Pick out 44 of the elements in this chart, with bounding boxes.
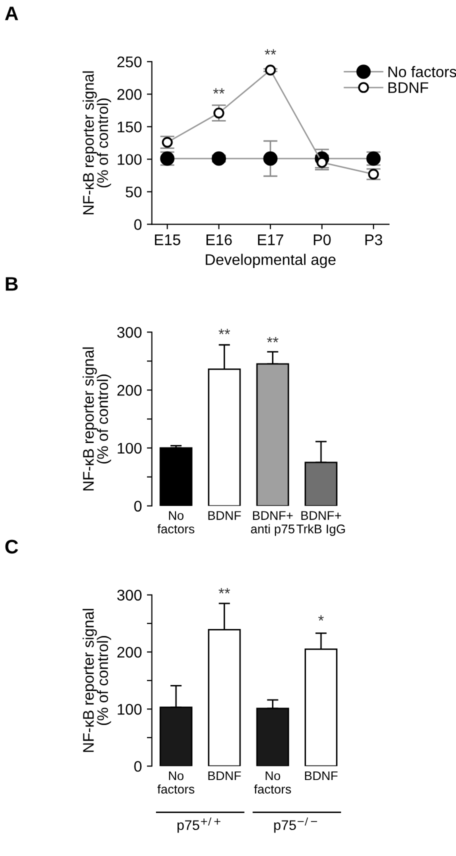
x-tick-label: No factors <box>254 771 291 794</box>
annotation: * <box>318 615 324 621</box>
y-axis-title: NF-κB reporter signal (% of control) <box>82 71 112 214</box>
chart-title: C <box>5 540 18 554</box>
legend-label: No factors <box>388 66 456 78</box>
y-tick-label: 200 <box>117 646 142 658</box>
y-tick-label: 300 <box>117 326 142 338</box>
y-tick-label: 250 <box>117 56 142 68</box>
x-tick-label: No factors <box>157 771 194 794</box>
y-tick-label: 100 <box>118 704 142 715</box>
y-tick-label: 100 <box>118 154 142 165</box>
x-tick-label: BDNF+ anti p75 <box>250 511 294 536</box>
y-tick-label: 0 <box>134 219 142 230</box>
x-tick-label: E17 <box>258 234 284 246</box>
x-tick-label: P0 <box>314 234 331 246</box>
x-tick-label: P3 <box>365 234 382 246</box>
x-tick-label: E16 <box>206 234 232 246</box>
x-axis-title: Developmental age <box>206 254 336 268</box>
y-tick-label: 50 <box>126 186 142 198</box>
x-tick-label: BDNF+ TrkB IgG <box>296 511 345 536</box>
x-tick-label: BDNF <box>305 771 338 780</box>
annotation: ** <box>218 328 230 334</box>
y-tick-label: 0 <box>134 760 142 772</box>
y-axis-title: NF-κB reporter signal (% of control) <box>82 347 112 490</box>
x-tick-label: E15 <box>154 234 180 246</box>
x-tick-label: No factors <box>157 511 194 534</box>
y-tick-label: 100 <box>118 442 142 454</box>
chart-title: A <box>5 6 18 20</box>
x-tick-label: BDNF <box>208 511 241 520</box>
text: p75$^{−/−}$ <box>274 817 318 833</box>
y-tick-label: 300 <box>117 590 142 601</box>
y-tick-label: 200 <box>117 384 142 396</box>
legend-label: BDNF <box>388 82 428 93</box>
y-tick-label: 0 <box>134 500 142 512</box>
annotation: ** <box>264 49 276 55</box>
text: p75$^{+/+}$ <box>178 817 220 833</box>
chart-title: B <box>6 277 18 291</box>
annotation: ** <box>213 88 225 94</box>
y-tick-label: 150 <box>118 122 142 132</box>
annotation: ** <box>218 588 230 594</box>
y-tick-label: 200 <box>117 89 142 100</box>
y-axis-title: NF-κB reporter signal (% of control) <box>82 608 112 752</box>
x-tick-label: BDNF <box>208 771 241 780</box>
annotation: ** <box>266 336 278 342</box>
